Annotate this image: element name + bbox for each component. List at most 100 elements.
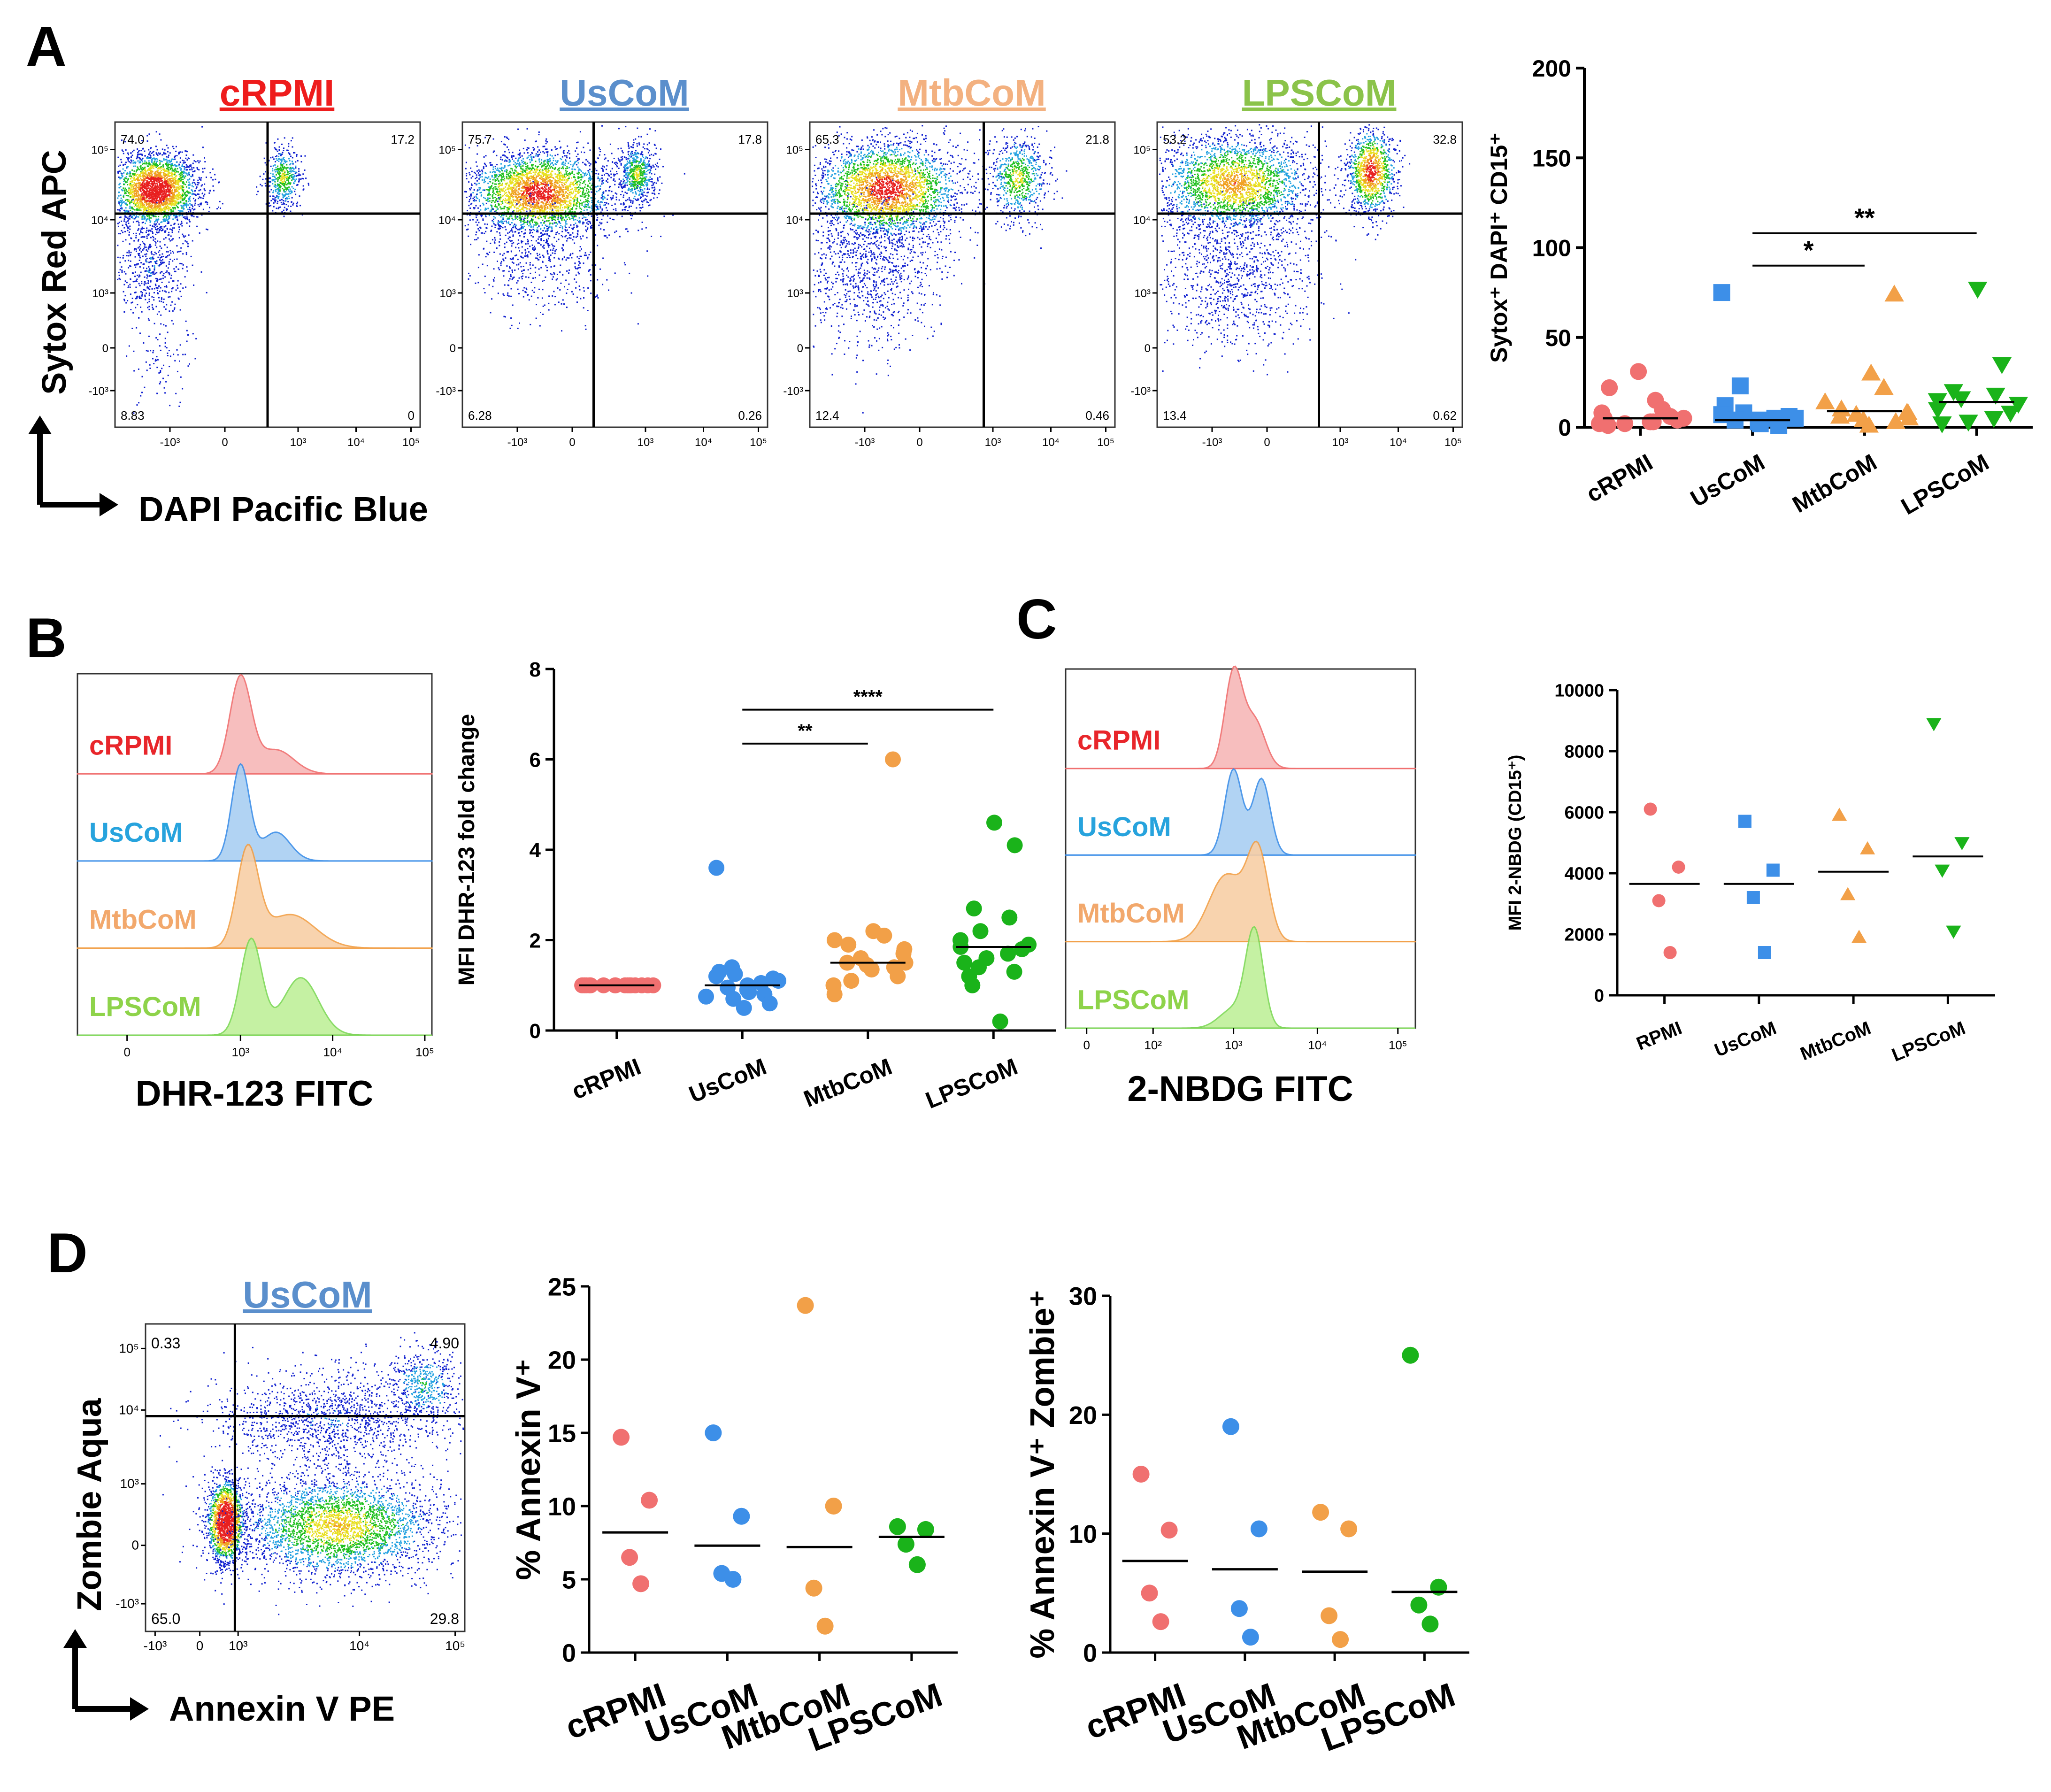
flow-event [137, 190, 138, 192]
flow-event [164, 179, 165, 181]
flow-event [134, 215, 135, 216]
flow-event [172, 231, 173, 233]
flow-event [204, 188, 205, 190]
flow-event [157, 200, 158, 201]
flow-event [196, 186, 198, 188]
flow-event [143, 207, 145, 208]
flow-event [139, 169, 140, 170]
flow-event [163, 152, 165, 154]
flow-event [199, 190, 200, 191]
flow-event [135, 204, 136, 206]
flow-event [189, 178, 190, 179]
flow-event [161, 208, 163, 210]
flow-event [161, 170, 162, 171]
flow-event [149, 197, 150, 199]
flow-event [137, 200, 138, 202]
flow-event [204, 157, 205, 159]
flow-event [176, 171, 177, 172]
flow-event [149, 158, 150, 159]
flow-event [186, 203, 187, 204]
flow-event [132, 181, 133, 182]
flow-event [142, 173, 143, 174]
flow-event [195, 184, 196, 185]
flow-event [145, 192, 146, 194]
flow-event [166, 183, 168, 185]
flow-event [151, 192, 153, 193]
flow-event [158, 152, 159, 154]
flow-event [193, 193, 194, 195]
flow-event [169, 183, 170, 185]
flow-event [143, 205, 144, 206]
flow-event [126, 191, 128, 192]
flow-event [185, 173, 187, 174]
flow-event [169, 204, 171, 206]
flow-event [139, 199, 140, 200]
flow-event [218, 182, 219, 184]
flow-event [157, 177, 159, 179]
flow-event [129, 226, 131, 227]
flow-event [154, 188, 155, 190]
flow-event [132, 191, 134, 192]
flow-event [198, 204, 199, 205]
flow-event [150, 155, 151, 157]
flow-event [147, 188, 148, 190]
flow-event [187, 166, 188, 168]
flow-event [199, 196, 200, 198]
flow-event [172, 170, 173, 172]
flow-event [160, 161, 161, 162]
flow-event [170, 199, 172, 200]
flow-event [193, 167, 194, 169]
flow-event [151, 153, 153, 154]
flow-event [148, 215, 150, 216]
flow-event [118, 226, 119, 227]
flow-event [140, 184, 142, 185]
flow-event [166, 165, 168, 166]
flow-event [170, 168, 171, 169]
flow-event [127, 184, 128, 185]
flow-event [129, 216, 130, 217]
flow-event [160, 178, 161, 179]
flow-event [151, 186, 153, 188]
flow-event [148, 154, 149, 155]
flow-event [169, 215, 170, 217]
flow-event [144, 151, 145, 152]
flow-event [128, 223, 129, 224]
flow-event [134, 162, 136, 163]
flow-event [163, 205, 164, 206]
flow-event [206, 229, 207, 230]
flow-event [180, 157, 181, 159]
flow-event [189, 219, 190, 221]
flow-event [202, 168, 203, 169]
flow-event [163, 216, 164, 218]
flow-event [135, 184, 136, 185]
flow-event [174, 156, 175, 158]
flow-event [214, 174, 215, 175]
flow-event [168, 191, 169, 192]
flow-event [129, 203, 131, 204]
flow-event [168, 164, 169, 166]
flow-event [193, 186, 194, 187]
flow-event [163, 191, 164, 192]
flow-event [173, 148, 175, 149]
flow-event [160, 193, 161, 195]
flow-event [184, 166, 185, 168]
flow-event [123, 187, 124, 189]
flow-event [133, 166, 134, 167]
flow-event [184, 172, 185, 173]
flow-event [141, 160, 142, 161]
flow-event [168, 178, 169, 180]
flow-event [155, 146, 157, 147]
flow-event [156, 180, 158, 182]
flow-event [130, 183, 131, 185]
flow-event [166, 203, 167, 205]
flow-event [197, 182, 198, 183]
flow-event [141, 218, 143, 220]
flow-event [186, 154, 187, 156]
flow-event [157, 170, 159, 171]
flow-event [189, 198, 191, 200]
flow-event [175, 208, 176, 209]
flow-event [159, 198, 161, 199]
flow-event [167, 229, 168, 230]
flow-event [169, 152, 171, 154]
flow-event [121, 204, 122, 206]
